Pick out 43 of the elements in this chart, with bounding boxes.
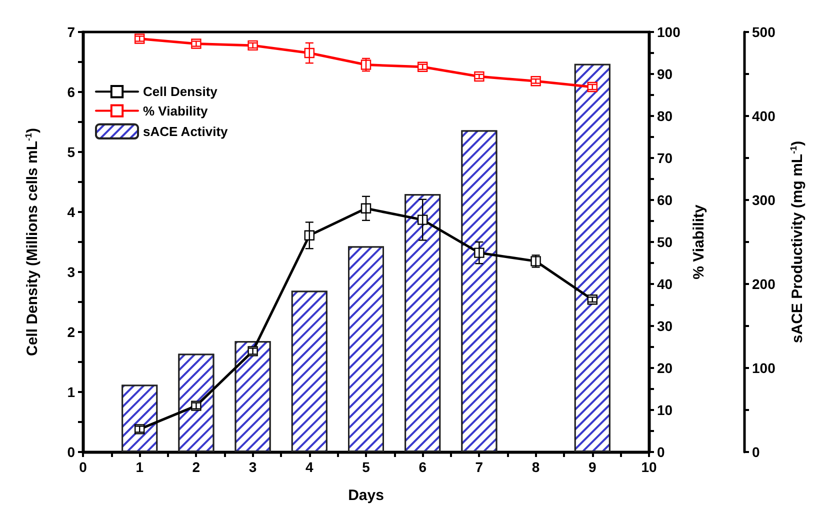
y3-tick-label: 400 (752, 108, 776, 124)
x-tick-label: 7 (475, 459, 484, 475)
y2-tick-label: 60 (657, 192, 673, 208)
y-tick-label: 6 (67, 84, 76, 100)
y2-axis-title: % Viability (690, 204, 708, 280)
y-tick-label: 2 (67, 324, 76, 340)
y2-tick-label: 80 (657, 108, 673, 124)
x-tick-label: 0 (79, 459, 88, 475)
y2-tick-label: 70 (657, 150, 673, 166)
y2-tick-label: 100 (657, 24, 681, 40)
y-tick-label: 3 (67, 264, 76, 280)
y-tick-label: 5 (67, 144, 76, 160)
y2-tick-label: 30 (657, 318, 673, 334)
y-tick-label: 1 (67, 384, 76, 400)
x-tick-label: 5 (362, 459, 370, 475)
x-tick-label: 8 (532, 459, 540, 475)
y-tick-label: 4 (67, 204, 76, 220)
y3-tick-label: 500 (752, 24, 776, 40)
y2-tick-label: 20 (657, 360, 673, 376)
y3-tick-label: 0 (752, 444, 760, 460)
legend-label: sACE Activity (143, 124, 229, 139)
x-tick-label: 3 (248, 459, 257, 475)
y-axis-title: Cell Density (Millions cells mL-1) (24, 128, 41, 356)
y2-tick-label: 10 (657, 402, 673, 418)
x-tick-label: 2 (192, 459, 200, 475)
y-tick-label: 0 (67, 444, 76, 460)
y2-tick-label: 90 (657, 66, 673, 82)
y-tick-label: 7 (67, 24, 76, 40)
x-tick-label: 10 (641, 459, 657, 475)
legend-label: Cell Density (143, 84, 218, 100)
y3-tick-label: 200 (752, 276, 776, 292)
x-axis-title: Days (348, 487, 384, 504)
y2-tick-label: 40 (657, 276, 673, 292)
x-tick-label: 6 (418, 459, 427, 475)
y3-tick-label: 100 (752, 360, 776, 376)
x-tick-label: 1 (136, 459, 144, 475)
y2-tick-label: 50 (657, 234, 673, 250)
y3-tick-label: 300 (752, 192, 776, 208)
y2-tick-label: 0 (657, 444, 665, 460)
x-tick-label: 4 (306, 459, 314, 475)
legend-label: % Viability (143, 103, 209, 118)
x-tick-label: 9 (588, 459, 596, 475)
y3-axis-title: sACE Productivity (mg mL-1) (788, 140, 806, 344)
